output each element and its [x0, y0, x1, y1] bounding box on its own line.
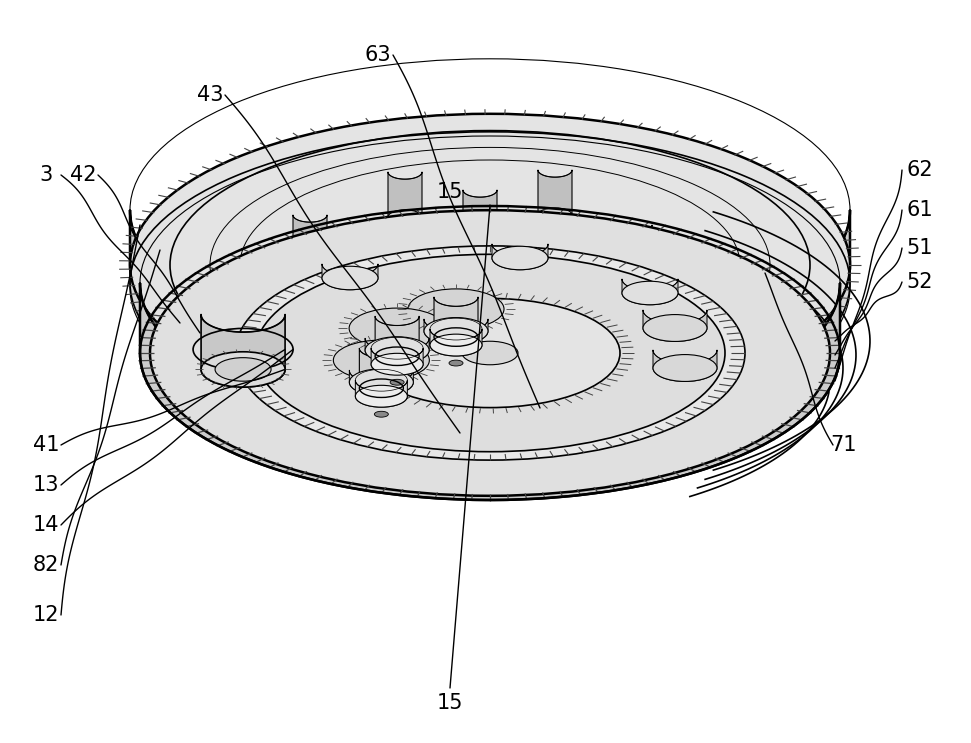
Ellipse shape [333, 340, 429, 380]
Ellipse shape [643, 314, 707, 342]
Text: 62: 62 [907, 160, 933, 180]
Ellipse shape [375, 337, 419, 355]
Text: 51: 51 [907, 238, 933, 258]
Ellipse shape [255, 254, 725, 452]
Ellipse shape [424, 317, 488, 345]
Ellipse shape [408, 289, 504, 329]
Ellipse shape [293, 253, 327, 267]
Ellipse shape [653, 354, 717, 381]
Ellipse shape [365, 337, 429, 363]
Ellipse shape [449, 360, 463, 366]
Ellipse shape [538, 208, 572, 222]
Ellipse shape [463, 228, 497, 242]
Polygon shape [653, 350, 717, 381]
Text: 12: 12 [33, 605, 59, 625]
Ellipse shape [355, 386, 408, 407]
Text: 15: 15 [437, 182, 463, 202]
Ellipse shape [359, 369, 403, 387]
Polygon shape [359, 348, 403, 387]
Polygon shape [430, 329, 482, 356]
Text: 63: 63 [365, 45, 391, 65]
Ellipse shape [492, 246, 548, 270]
Text: 41: 41 [33, 435, 59, 455]
Ellipse shape [235, 246, 745, 460]
Ellipse shape [130, 114, 850, 416]
Text: 43: 43 [197, 85, 223, 105]
Polygon shape [201, 314, 285, 387]
Text: 61: 61 [907, 200, 933, 220]
Ellipse shape [371, 354, 423, 375]
Polygon shape [388, 172, 422, 224]
Polygon shape [538, 170, 572, 222]
Text: 3: 3 [40, 165, 52, 185]
Ellipse shape [622, 282, 678, 305]
Text: 15: 15 [437, 693, 463, 713]
Ellipse shape [322, 266, 378, 290]
Ellipse shape [350, 369, 414, 396]
Text: 42: 42 [70, 165, 96, 185]
Polygon shape [140, 283, 840, 500]
Polygon shape [618, 225, 652, 277]
Ellipse shape [201, 351, 285, 387]
Ellipse shape [618, 263, 652, 277]
Ellipse shape [375, 412, 388, 417]
Polygon shape [375, 317, 419, 355]
Text: 82: 82 [33, 555, 59, 575]
Polygon shape [365, 338, 429, 363]
Polygon shape [434, 297, 478, 337]
Ellipse shape [434, 318, 478, 337]
Polygon shape [492, 244, 548, 270]
Polygon shape [622, 279, 678, 305]
Text: 71: 71 [830, 435, 856, 455]
Polygon shape [463, 190, 497, 242]
Polygon shape [424, 319, 488, 345]
Text: 14: 14 [33, 515, 59, 535]
Ellipse shape [390, 380, 404, 385]
Polygon shape [371, 348, 423, 375]
Ellipse shape [430, 334, 482, 356]
Polygon shape [322, 264, 378, 290]
Text: 52: 52 [907, 272, 933, 292]
Polygon shape [130, 210, 850, 416]
Polygon shape [293, 215, 327, 267]
Ellipse shape [216, 357, 271, 381]
Ellipse shape [350, 308, 445, 348]
Text: 13: 13 [33, 475, 59, 495]
Polygon shape [130, 262, 850, 439]
Polygon shape [643, 310, 707, 342]
Ellipse shape [360, 299, 620, 408]
Ellipse shape [388, 210, 422, 224]
Ellipse shape [462, 341, 518, 365]
Polygon shape [355, 380, 408, 407]
Polygon shape [350, 370, 414, 396]
Ellipse shape [150, 210, 830, 496]
